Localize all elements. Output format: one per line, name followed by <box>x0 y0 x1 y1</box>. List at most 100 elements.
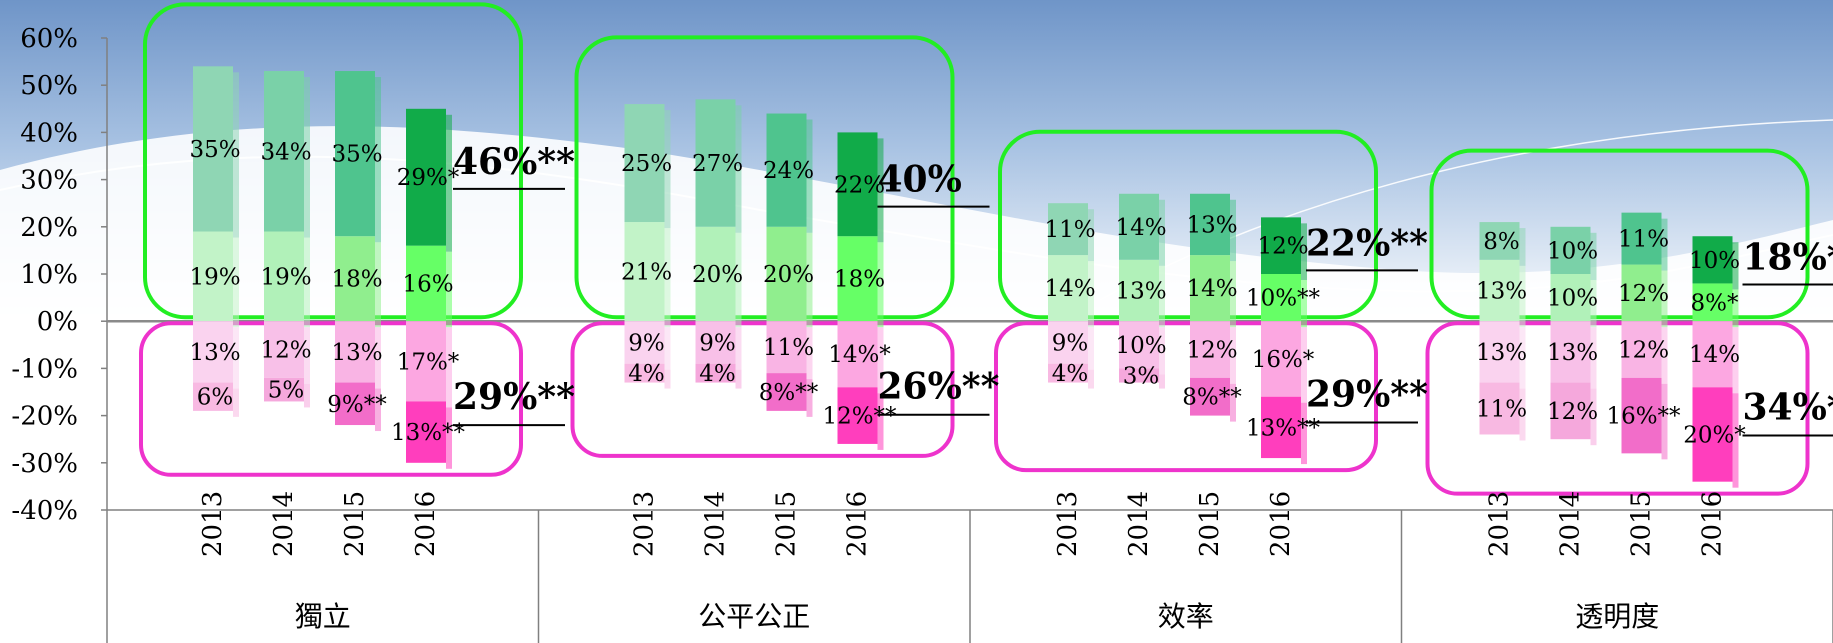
x-year-label: 2016 <box>411 491 441 557</box>
bar-segment-positive-inner <box>264 231 304 322</box>
bar-segment-positive-outer <box>624 104 665 223</box>
bar-segment-negative-outer-side <box>664 369 671 389</box>
x-category-label: 獨立 <box>295 600 351 633</box>
negative-highlight-box <box>1425 321 1810 496</box>
bar-segment-positive-inner-label: 19% <box>189 264 240 290</box>
bar-segment-positive-inner-label: 21% <box>621 260 672 286</box>
bar-segment-positive-outer-side <box>806 119 813 233</box>
bar-segment-negative-outer-side <box>1661 383 1668 460</box>
bar-segment-negative-outer-label: 8%** <box>1182 385 1242 411</box>
bar-segment-positive-inner-side <box>233 237 239 328</box>
bar-segment-positive-inner-side <box>446 251 452 328</box>
bar-segment-negative-inner <box>766 321 807 374</box>
bar-segment-negative-outer <box>837 387 878 444</box>
bar-segment-positive-inner-label: 16% <box>402 271 453 297</box>
bar-segment-negative-outer-label: 13%** <box>1246 415 1321 441</box>
x-year-label: 2015 <box>1627 491 1657 557</box>
bar-segment-positive-outer <box>406 108 446 246</box>
bar-segment-negative-inner-label: 13% <box>1547 340 1598 366</box>
bar-segment-negative-outer-label: 5% <box>268 378 305 404</box>
bar-segment-negative-inner <box>1479 321 1520 383</box>
bar-segment-positive-outer-label: 34% <box>260 139 311 165</box>
bar-segment-negative-outer <box>1261 396 1301 459</box>
bar-segment-negative-inner-label: 9% <box>699 330 736 356</box>
bar-segment-negative-outer <box>193 382 233 411</box>
bar-segment-negative-outer <box>695 363 736 383</box>
bar-segment-positive-outer-label: 12% <box>1257 234 1308 260</box>
bar-segment-positive-outer-label: 13% <box>1186 212 1237 238</box>
bar-segment-negative-inner-label: 9% <box>1052 330 1089 356</box>
bar-segment-positive-outer-side <box>304 77 310 238</box>
bar-segment-negative-inner-label: 13% <box>189 340 240 366</box>
negative-sum-label: 29%** <box>1306 373 1428 415</box>
positive-sum-label: 46%** <box>453 141 575 183</box>
bar-segment-negative-inner-side <box>1590 327 1597 389</box>
bar-segment-positive-outer-label: 25% <box>621 151 672 177</box>
positive-highlight-box <box>143 2 523 320</box>
x-year-label: 2015 <box>772 491 802 557</box>
positive-sum-label: 18%* <box>1743 236 1833 278</box>
x-year-label: 2013 <box>1485 491 1515 557</box>
bar-segment-positive-inner <box>1479 259 1520 322</box>
bar-segment-positive-outer-label: 35% <box>189 137 240 163</box>
bar-segment-negative-outer <box>624 363 665 383</box>
bar-segment-positive-inner-label: 13% <box>1476 279 1527 305</box>
bar-segment-negative-inner-side <box>446 327 452 408</box>
bar-segment-positive-inner <box>1261 274 1301 322</box>
bar-segment-positive-outer <box>1621 212 1662 265</box>
bar-segment-positive-inner <box>1190 255 1230 322</box>
x-year-label: 2014 <box>701 491 731 557</box>
bar-segment-negative-inner-side <box>735 327 742 370</box>
bar-segment-positive-inner-side <box>1088 261 1094 328</box>
positive-sum-label: 40% <box>878 159 962 201</box>
y-tick-label: 50% <box>20 71 78 101</box>
bar-segment-negative-inner-label: 13% <box>331 340 382 366</box>
x-category-label: 效率 <box>1158 600 1214 633</box>
bar-segment-negative-inner-side <box>664 327 671 370</box>
x-category-label: 公平公正 <box>698 600 810 633</box>
bar-segment-negative-inner-side <box>1519 327 1526 389</box>
negative-sum-label: 26%** <box>878 366 1000 408</box>
bar-segment-negative-inner <box>1048 321 1088 364</box>
bar-segment-positive-outer <box>766 113 807 227</box>
bar-segment-positive-outer-label: 35% <box>331 142 382 168</box>
bar-segment-positive-inner-side <box>806 232 813 328</box>
x-year-label: 2013 <box>1053 491 1083 557</box>
bar-segment-negative-inner-label: 12% <box>1618 338 1669 364</box>
bar-segment-negative-outer-label: 12% <box>1547 399 1598 425</box>
x-year-label: 2015 <box>340 491 370 557</box>
bar-segment-negative-outer-label: 6% <box>197 385 234 411</box>
bar-segment-negative-inner <box>335 321 375 383</box>
y-tick-label: -40% <box>11 496 78 526</box>
bar-segment-positive-inner-label: 13% <box>1115 279 1166 305</box>
bar-segment-negative-inner <box>1261 321 1301 397</box>
bar-segment-negative-inner-side <box>375 327 381 389</box>
bar-segment-positive-outer-label: 8% <box>1483 229 1520 255</box>
bar-segment-negative-outer-side <box>1519 388 1526 441</box>
bar-segment-negative-inner-side <box>1159 327 1165 375</box>
bar-segment-negative-inner <box>1190 321 1230 378</box>
bar-segment-negative-inner-label: 17%* <box>397 349 460 375</box>
bar-segment-positive-outer-side <box>446 114 452 252</box>
bar-segment-positive-outer-side <box>1590 232 1597 280</box>
bar-segment-negative-outer-side <box>1732 393 1739 488</box>
bar-segment-positive-inner-label: 10% <box>1547 286 1598 312</box>
bar-segment-negative-outer <box>264 377 304 402</box>
y-tick-label: 40% <box>20 118 78 148</box>
bar-segment-negative-outer-side <box>233 388 239 417</box>
labels-layer: 19% 35% 13% 6% 2013 19% 34% 12% 5% 2014 18% 35% 13% 9… <box>189 137 1833 633</box>
bar-segment-negative-outer-label: 3% <box>1123 363 1160 389</box>
bar-segment-positive-inner-side <box>1732 289 1739 328</box>
positive-highlight-box <box>1429 148 1810 320</box>
bar-segment-negative-outer-side <box>877 393 884 450</box>
bar-segment-negative-inner <box>406 321 446 402</box>
bar-segment-negative-inner <box>1621 321 1662 378</box>
bar-segment-negative-inner <box>1692 321 1733 388</box>
x-year-label: 2015 <box>1195 491 1225 557</box>
x-year-label: 2016 <box>1266 491 1296 557</box>
bar-segment-positive-inner <box>406 245 446 322</box>
bar-segment-negative-inner-side <box>1230 327 1236 384</box>
bar-segment-positive-inner-label: 14% <box>1186 276 1237 302</box>
bar-segment-positive-outer-label: 22% <box>834 172 885 198</box>
